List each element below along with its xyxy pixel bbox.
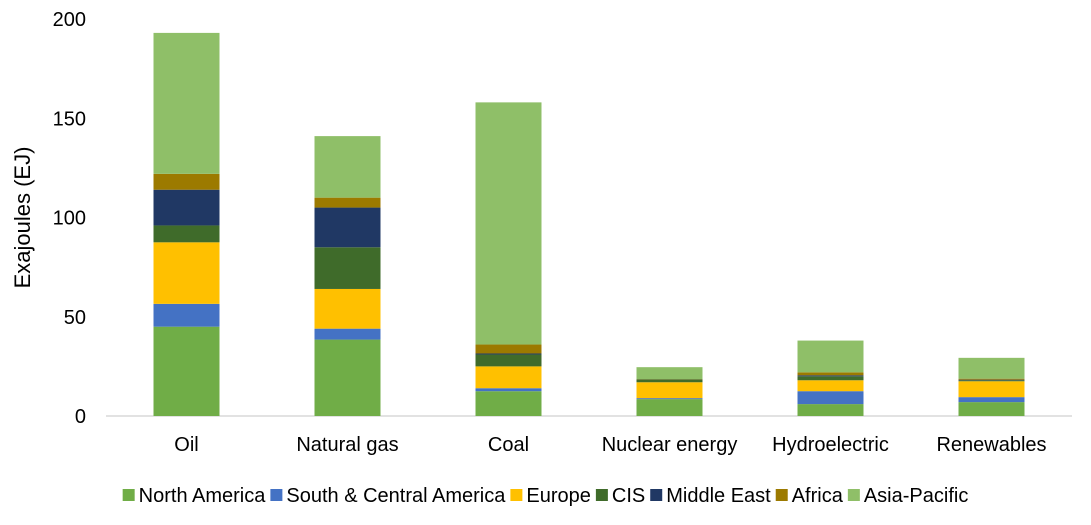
legend-label: Europe (526, 485, 591, 507)
legend-label: CIS (612, 485, 645, 507)
bar-segment-north-america-hydroelectric (797, 404, 864, 416)
legend-swatch (775, 489, 788, 501)
bar-segment-north-america-oil (153, 326, 220, 416)
bar-segment-africa-oil (153, 173, 220, 190)
x-tick-label: Coal (488, 434, 529, 456)
bar-segment-north-america-renewables (958, 402, 1025, 416)
bar-segment-europe-renewables (958, 381, 1025, 398)
legend-label: North America (139, 485, 267, 507)
bar-segment-europe-coal (475, 366, 542, 389)
bar-segment-cis-nuclear-energy (636, 379, 703, 383)
legend-item-africa: Africa (775, 485, 844, 507)
bar-segment-cis-hydroelectric (797, 376, 864, 381)
legend-swatch (510, 489, 523, 501)
bar-segment-europe-hydroelectric (797, 380, 864, 392)
bar-segment-europe-nuclear-energy (636, 382, 703, 399)
bar-segment-south-central-america-nuclear-energy (636, 398, 703, 400)
bar-segment-asia-pacific-nuclear-energy (636, 367, 703, 380)
bar-segment-europe-oil (153, 242, 220, 304)
bar-segment-middle-east-oil (153, 189, 220, 226)
bar-segment-asia-pacific-hydroelectric (797, 340, 864, 373)
legend-item-europe: Europe (510, 485, 591, 507)
bar-segment-africa-renewables (958, 378, 1025, 380)
y-axis-label: Exajoules (EJ) (10, 147, 35, 289)
x-tick-label: Natural gas (296, 434, 398, 456)
bar-segment-cis-renewables (958, 380, 1025, 382)
y-tick-label: 100 (53, 208, 86, 230)
bar-segment-cis-natural-gas (314, 247, 381, 289)
x-tick-label: Oil (174, 434, 198, 456)
legend-item-north-america: North America (122, 485, 267, 507)
bar-segment-south-central-america-coal (475, 388, 542, 392)
legend-swatch (847, 489, 860, 501)
bar-segment-south-central-america-natural-gas (314, 328, 381, 340)
bar-segment-middle-east-coal (475, 353, 542, 355)
bar-segment-africa-hydroelectric (797, 372, 864, 376)
bar-segment-asia-pacific-natural-gas (314, 136, 381, 198)
x-tick-label: Hydroelectric (772, 434, 889, 456)
legend-label: Africa (792, 485, 844, 507)
bar-segment-south-central-america-renewables (958, 397, 1025, 403)
axis-layer: 0 50 100 150 200 Exajoules (EJ) (10, 9, 1072, 428)
y-tick-label: 200 (53, 9, 86, 31)
legend-label: South & Central America (286, 485, 506, 507)
bar-segment-middle-east-natural-gas (314, 207, 381, 248)
bar-segment-south-central-america-hydroelectric (797, 391, 864, 405)
legend-label: Asia-Pacific (864, 485, 968, 507)
legend-item-asia-pacific: Asia-Pacific (847, 485, 968, 507)
bar-segment-south-central-america-oil (153, 303, 220, 327)
bars-layer (153, 32, 1025, 416)
legend-swatch (650, 489, 663, 501)
legend-item-south-central-america: South & Central America (270, 485, 506, 507)
labels-layer: Oil Natural gas Coal Nuclear energy Hydroele… (174, 434, 1046, 456)
legend-item-middle-east: Middle East (650, 485, 771, 507)
legend: North America South & Central America Euro… (122, 485, 968, 507)
bar-segment-asia-pacific-renewables (958, 357, 1025, 379)
bar-segment-cis-oil (153, 225, 220, 243)
legend-swatch (595, 489, 608, 501)
y-tick-label: 50 (64, 307, 86, 329)
bar-segment-middle-east-hydroelectric (797, 375, 864, 377)
x-tick-label: Nuclear energy (602, 434, 738, 456)
legend-swatch (270, 489, 283, 501)
bar-segment-north-america-nuclear-energy (636, 399, 703, 416)
legend-item-cis: CIS (595, 485, 645, 507)
bar-segment-asia-pacific-coal (475, 102, 542, 345)
y-tick-label: 0 (75, 406, 86, 428)
y-tick-label: 150 (53, 108, 86, 130)
x-tick-label: Renewables (936, 434, 1046, 456)
bar-segment-north-america-coal (475, 391, 542, 416)
bar-segment-africa-coal (475, 344, 542, 354)
legend-swatch (122, 489, 135, 501)
legend-label: Middle East (666, 485, 771, 507)
bar-segment-north-america-natural-gas (314, 339, 381, 416)
bar-segment-europe-natural-gas (314, 288, 381, 329)
bar-segment-africa-natural-gas (314, 197, 381, 208)
bar-segment-cis-coal (475, 354, 542, 367)
bar-segment-asia-pacific-oil (153, 32, 220, 174)
bar-segment-middle-east-renewables (958, 379, 1025, 381)
